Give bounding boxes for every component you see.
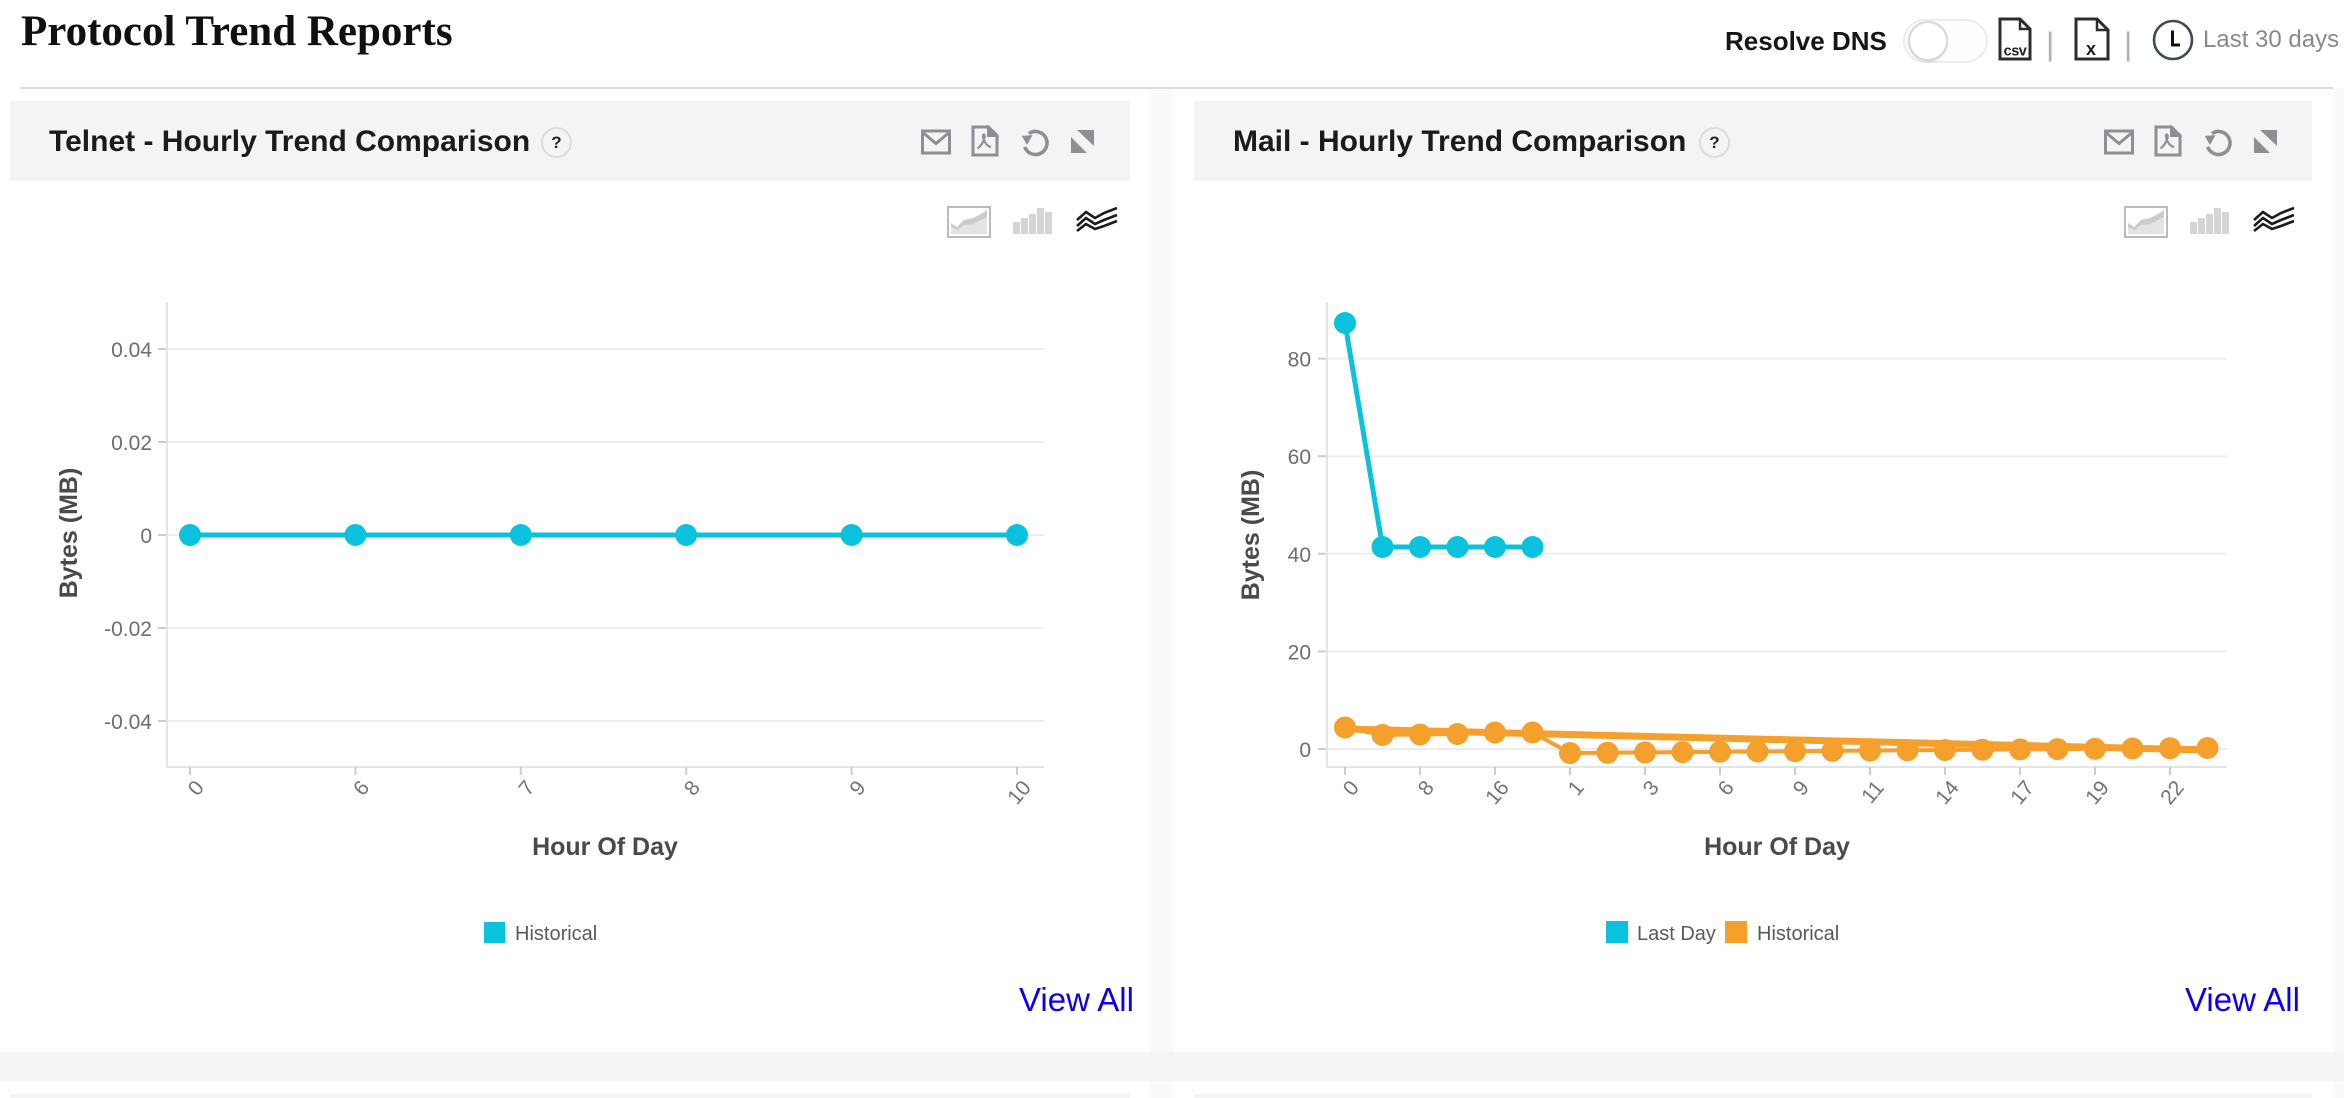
- svg-text:16: 16: [1481, 776, 1514, 809]
- svg-text:csv: csv: [2004, 44, 2027, 60]
- svg-text:x: x: [2086, 39, 2096, 59]
- svg-text:Historical: Historical: [515, 923, 597, 945]
- svg-text:0: 0: [1339, 776, 1364, 800]
- svg-text:0: 0: [140, 525, 152, 548]
- svg-text:6: 6: [1714, 776, 1739, 800]
- svg-text:Hour Of Day: Hour Of Day: [1704, 833, 1850, 861]
- svg-text:17: 17: [2006, 776, 2039, 809]
- svg-text:0.04: 0.04: [111, 339, 152, 362]
- svg-text:Hour Of Day: Hour Of Day: [532, 833, 678, 861]
- svg-text:Historical: Historical: [1757, 923, 1839, 945]
- svg-text:80: 80: [1288, 349, 1311, 372]
- svg-text:-0.02: -0.02: [104, 618, 152, 641]
- svg-text:8: 8: [680, 776, 705, 800]
- svg-text:40: 40: [1288, 544, 1311, 567]
- svg-text:0.02: 0.02: [111, 432, 152, 455]
- svg-text:Bytes (MB): Bytes (MB): [1237, 470, 1265, 601]
- svg-text:20: 20: [1288, 641, 1311, 664]
- svg-text:0: 0: [184, 776, 209, 800]
- svg-text:Bytes (MB): Bytes (MB): [55, 468, 83, 599]
- svg-text:8: 8: [1414, 776, 1439, 800]
- svg-text:-0.04: -0.04: [104, 711, 152, 734]
- svg-text:9: 9: [1789, 776, 1814, 800]
- svg-text:10: 10: [1003, 776, 1036, 809]
- svg-text:14: 14: [1931, 776, 1964, 809]
- svg-text:0: 0: [1299, 739, 1311, 762]
- svg-text:1: 1: [1564, 776, 1589, 800]
- svg-text:60: 60: [1288, 446, 1311, 469]
- svg-text:11: 11: [1857, 776, 1889, 807]
- svg-text:Last Day: Last Day: [1637, 923, 1716, 945]
- svg-text:19: 19: [2081, 776, 2114, 809]
- svg-text:7: 7: [514, 776, 539, 800]
- svg-text:9: 9: [845, 776, 870, 800]
- svg-text:3: 3: [1639, 776, 1664, 800]
- svg-text:6: 6: [349, 776, 374, 800]
- svg-text:22: 22: [2156, 776, 2189, 809]
